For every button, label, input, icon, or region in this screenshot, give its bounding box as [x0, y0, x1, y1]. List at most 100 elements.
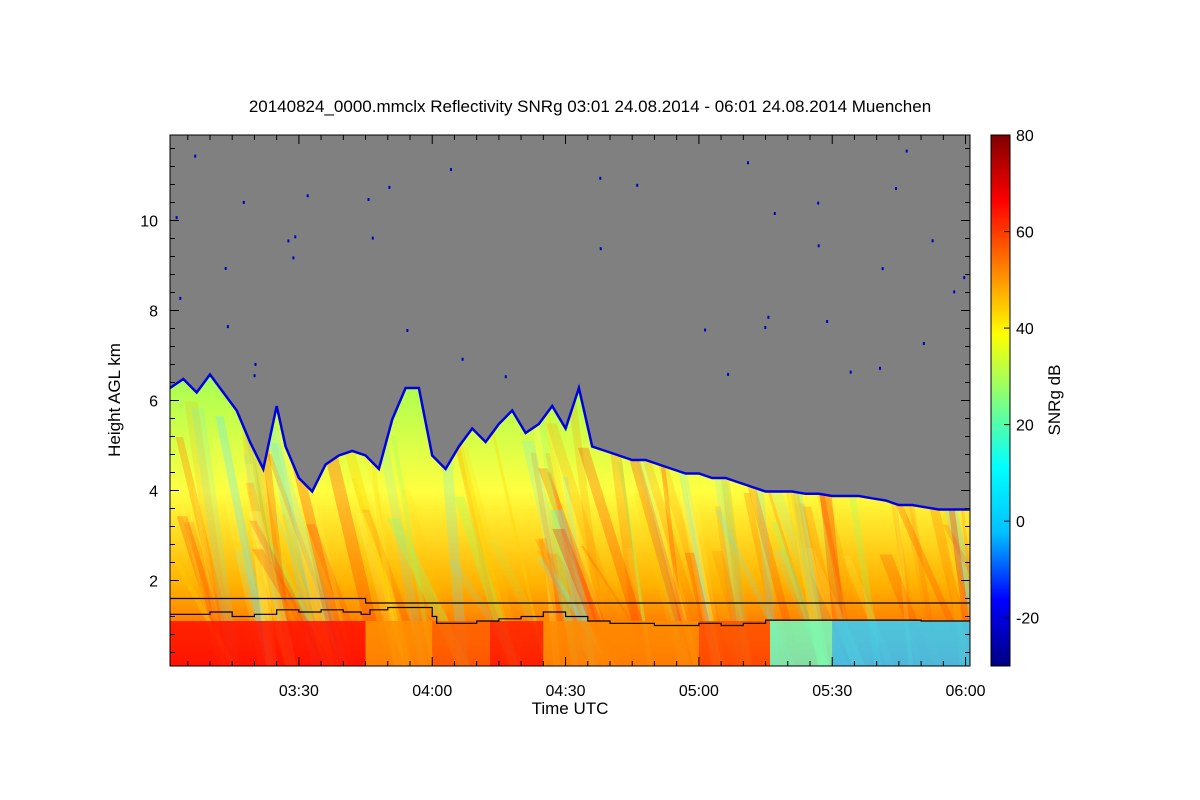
noise-point	[636, 183, 639, 187]
reflectivity-streak	[619, 424, 699, 666]
reflectivity-streak	[260, 430, 294, 666]
noise-point	[599, 247, 602, 251]
reflectivity-streak	[897, 471, 941, 666]
reflectivity-streak	[175, 436, 239, 666]
reflectivity-streak	[937, 467, 967, 666]
noise-point	[963, 276, 966, 280]
reflectivity-streak	[780, 435, 823, 666]
boundary-lines	[170, 597, 970, 627]
reflectivity-streak	[537, 410, 579, 666]
noise-point	[764, 326, 767, 329]
noise-point	[504, 375, 507, 379]
colorbar-tick-label: 0	[1016, 514, 1025, 531]
noise-point	[306, 194, 309, 198]
y-axis-title: Height AGL km	[105, 343, 124, 457]
x-tick-label: 04:00	[412, 683, 452, 700]
noise-point	[450, 168, 452, 172]
y-tick-label: 2	[149, 574, 158, 591]
reflectivity-streak	[944, 543, 970, 666]
reflectivity-streak	[538, 468, 622, 666]
colorbar-tick-label: 80	[1016, 128, 1034, 145]
reflectivity-streak	[342, 443, 414, 666]
reflectivity-streak	[530, 383, 561, 666]
noise-point	[242, 200, 245, 204]
y-tick-label: 6	[149, 394, 158, 411]
noise-point	[849, 370, 852, 374]
chart-title: 20140824_0000.mmclx Reflectivity SNRg 03…	[248, 97, 932, 116]
reflectivity-streak	[530, 452, 572, 666]
reflectivity-streak	[783, 463, 827, 666]
reflectivity-streak	[942, 524, 970, 666]
noise-point	[905, 149, 908, 153]
low-level-band	[365, 621, 433, 666]
colorbar-tick-label: 20	[1016, 418, 1034, 435]
noise-point	[817, 201, 820, 205]
colorbar-tick-label: 40	[1016, 321, 1034, 338]
reflectivity-streak	[238, 407, 278, 666]
noise-point	[294, 235, 297, 239]
reflectivity-streak	[521, 440, 587, 666]
noise-point	[773, 212, 776, 215]
colorbar-tick-label: 60	[1016, 225, 1034, 242]
x-tick-label: 05:00	[679, 683, 719, 700]
series-line-upper_line_km	[170, 597, 970, 604]
noise-point	[881, 267, 884, 271]
reflectivity-streak	[390, 435, 435, 666]
noise-point	[292, 256, 295, 260]
reflectivity-streak	[236, 378, 274, 666]
reflectivity-streak	[623, 401, 700, 666]
reflectivity-streak	[170, 462, 221, 666]
reflectivity-streak	[759, 463, 849, 666]
noise-point	[406, 329, 409, 332]
low-level-band	[543, 621, 699, 666]
reflectivity-streak	[707, 421, 751, 666]
reflectivity-streak	[658, 441, 688, 666]
noise-point	[287, 239, 290, 243]
reflectivity-streak	[240, 426, 297, 666]
reflectivity-streak	[939, 486, 970, 666]
reflectivity-streak	[282, 424, 351, 666]
reflectivity-streak	[191, 407, 241, 666]
reflectivity-streak	[273, 430, 335, 666]
noise-point	[461, 357, 464, 361]
reflectivity-streak	[546, 423, 634, 666]
y-tick-label: 4	[149, 484, 158, 501]
reflectivity-streak	[351, 478, 413, 666]
reflectivity-streak	[441, 385, 508, 666]
colorbar-title: SNRg dB	[1045, 365, 1064, 436]
reflectivity-streak	[633, 433, 715, 666]
noise-point	[953, 290, 956, 294]
x-tick-label: 04:30	[546, 683, 586, 700]
reflectivity-streak	[652, 445, 728, 666]
noise-point	[175, 216, 178, 220]
noise-point	[817, 244, 820, 248]
reflectivity-streak	[545, 453, 593, 666]
noise-point	[254, 362, 257, 366]
noise-point	[388, 185, 391, 189]
reflectivity-streak	[446, 411, 518, 666]
low-level-band	[432, 621, 490, 666]
noise-point	[367, 198, 370, 201]
reflectivity-streak	[265, 427, 324, 666]
noise-point	[826, 320, 829, 323]
reflectivity-streak	[215, 416, 274, 666]
x-tick-label: 03:30	[279, 683, 319, 700]
reflectivity-streak	[719, 483, 753, 666]
reflectivity-streak	[547, 472, 612, 666]
colorbar	[990, 134, 1011, 667]
reflectivity-streak	[607, 431, 648, 666]
colorbar-tick-label: -20	[1016, 611, 1039, 628]
noise-point	[371, 236, 374, 240]
reflectivity-streak	[562, 477, 595, 666]
reflectivity-streak	[354, 424, 427, 666]
axis-ticks	[170, 135, 970, 666]
x-axis-title: Time UTC	[532, 699, 609, 718]
low-level-band	[832, 621, 970, 666]
noise-point	[253, 374, 256, 378]
noise-point	[179, 296, 182, 300]
reflectivity-streak	[211, 438, 273, 666]
reflectivity-streak	[244, 463, 275, 666]
noise-point	[931, 239, 934, 243]
reflectivity-streak	[266, 453, 349, 666]
